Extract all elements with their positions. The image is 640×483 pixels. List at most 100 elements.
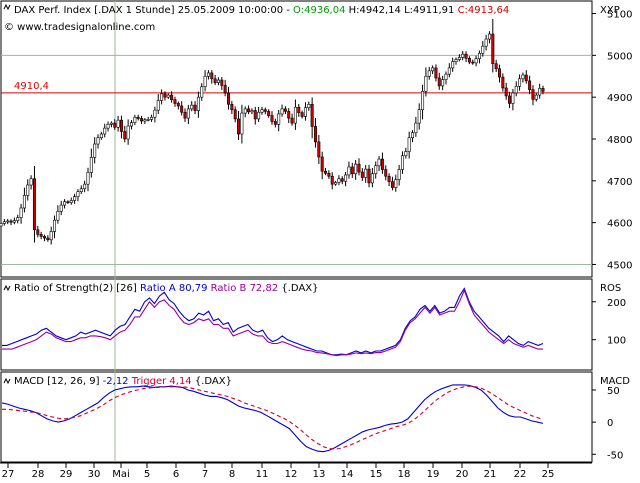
candle bbox=[9, 219, 13, 226]
candle bbox=[521, 72, 525, 83]
macd-header-part: MACD [12, 26, 9] bbox=[14, 376, 103, 387]
candle bbox=[42, 234, 46, 242]
candle bbox=[421, 84, 425, 120]
candle bbox=[26, 179, 30, 201]
candle-body bbox=[126, 125, 130, 140]
main-header-part: DAX Perf. Index [.DAX 1 Stunde] 25.05.20… bbox=[14, 5, 293, 16]
candle bbox=[247, 105, 251, 115]
candle-body bbox=[427, 70, 431, 77]
candle-body bbox=[524, 74, 528, 82]
candle bbox=[307, 101, 311, 111]
candle bbox=[457, 54, 461, 62]
candle-body bbox=[534, 94, 538, 100]
candle-body bbox=[26, 184, 30, 196]
candle-body bbox=[257, 111, 261, 120]
candle bbox=[170, 91, 174, 103]
candle bbox=[146, 116, 150, 122]
candle bbox=[76, 189, 80, 202]
main-header-part: C:4913,64 bbox=[458, 5, 510, 16]
candle bbox=[283, 106, 287, 115]
candle bbox=[79, 185, 83, 194]
candle-body bbox=[404, 151, 408, 157]
candle-body bbox=[384, 169, 388, 177]
candle-body bbox=[360, 171, 364, 178]
candle bbox=[411, 130, 415, 143]
candle-body bbox=[344, 174, 348, 182]
candle-body bbox=[474, 58, 478, 64]
candle bbox=[320, 151, 324, 180]
candle bbox=[180, 101, 184, 116]
candle bbox=[524, 70, 528, 84]
candle-body bbox=[441, 79, 445, 87]
candle-body bbox=[66, 201, 70, 204]
candle bbox=[377, 156, 381, 172]
panel-frame-main bbox=[0, 0, 593, 278]
candle-body bbox=[263, 109, 267, 112]
candle bbox=[186, 104, 190, 125]
watermark: © www.tradesignalonline.com bbox=[4, 22, 155, 33]
candle-body bbox=[163, 93, 167, 98]
candle bbox=[36, 225, 40, 238]
candle-body bbox=[123, 131, 127, 140]
candle-body bbox=[434, 67, 438, 79]
candle bbox=[467, 56, 471, 65]
candle bbox=[357, 158, 361, 176]
candle-body bbox=[387, 175, 391, 182]
candle-body bbox=[170, 94, 174, 100]
main-header: DAX Perf. Index [.DAX 1 Stunde] 25.05.20… bbox=[14, 5, 509, 16]
candle-body bbox=[424, 75, 428, 92]
ytick-label-4900: 4900 bbox=[607, 93, 632, 104]
candle bbox=[494, 59, 498, 73]
candle bbox=[481, 41, 485, 57]
candle bbox=[297, 103, 301, 117]
candle-body bbox=[243, 108, 247, 114]
candle-body bbox=[203, 75, 207, 88]
candle-body bbox=[183, 111, 187, 119]
xtick-label-27: 27 bbox=[2, 469, 15, 480]
candle-body bbox=[354, 163, 358, 175]
candle bbox=[69, 197, 73, 205]
candle bbox=[260, 106, 264, 115]
candle bbox=[193, 101, 197, 115]
macd-header-part: -2,12 bbox=[103, 376, 132, 387]
xtick-label-6: 6 bbox=[173, 469, 179, 480]
candle-body bbox=[270, 115, 274, 122]
candle-body bbox=[176, 103, 180, 107]
ytick-label-4600: 4600 bbox=[607, 219, 632, 230]
candle-body bbox=[421, 91, 425, 111]
candle bbox=[116, 115, 120, 132]
candle bbox=[313, 117, 317, 148]
candle bbox=[334, 180, 338, 186]
macd-ytick-label--50: -50 bbox=[607, 450, 623, 461]
candle-body bbox=[250, 110, 254, 113]
main-header-part: L:4911,91 bbox=[404, 5, 457, 16]
candle-body bbox=[133, 116, 137, 123]
candle bbox=[397, 164, 401, 186]
candle bbox=[257, 106, 261, 122]
candle bbox=[538, 83, 542, 99]
candle bbox=[287, 108, 291, 124]
xtick-label-Mai: Mai bbox=[112, 469, 130, 480]
macd-series-macd bbox=[1, 384, 544, 453]
candle-body bbox=[501, 76, 505, 89]
candle-body bbox=[303, 107, 307, 117]
candle bbox=[347, 161, 351, 179]
candle-body bbox=[267, 111, 271, 116]
panel-frame-macd bbox=[0, 371, 593, 463]
candle bbox=[451, 57, 455, 72]
candle-body bbox=[200, 86, 204, 98]
candle bbox=[119, 115, 123, 139]
main-header-part: H:4942,14 bbox=[345, 5, 404, 16]
ytick-label-4800: 4800 bbox=[607, 135, 632, 146]
candle bbox=[394, 174, 398, 192]
candle-body bbox=[277, 113, 281, 125]
candle-body bbox=[313, 126, 317, 143]
macd-ytick-label-50: 50 bbox=[607, 386, 620, 397]
candle-body bbox=[477, 52, 481, 60]
candle-body bbox=[206, 72, 210, 77]
candle bbox=[511, 89, 515, 111]
candle-body bbox=[447, 67, 451, 75]
candle bbox=[46, 235, 50, 242]
candle-body bbox=[508, 95, 512, 104]
xtick-label-28: 28 bbox=[32, 469, 45, 480]
